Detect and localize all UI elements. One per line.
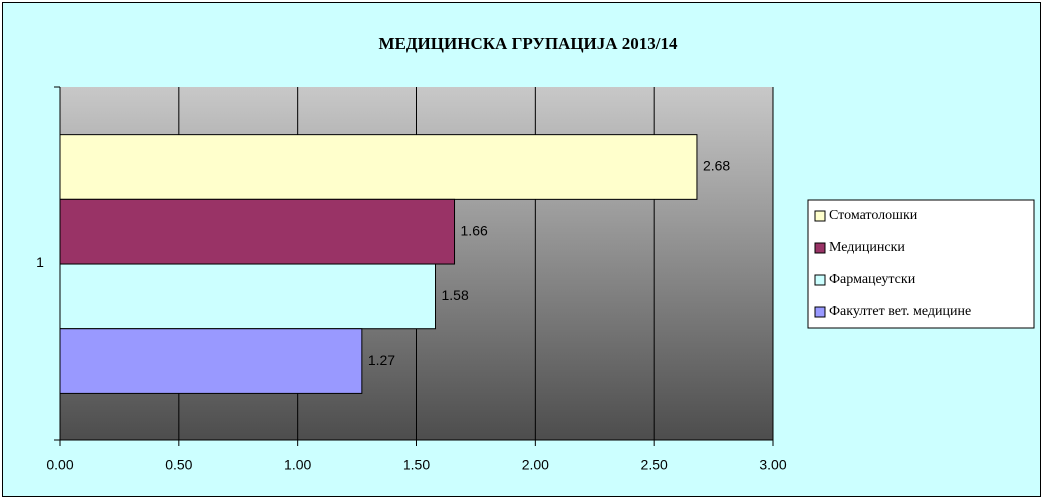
- data-label: 1.58: [442, 287, 469, 303]
- x-tick-label: 1.00: [284, 457, 311, 473]
- legend-swatch: [814, 210, 826, 222]
- data-label: 2.68: [703, 158, 730, 174]
- data-label: 1.27: [368, 352, 395, 368]
- y-tick-label: 1: [36, 254, 44, 270]
- legend-swatch: [814, 242, 826, 254]
- x-tick-label: 0.00: [46, 457, 73, 473]
- legend-swatch: [814, 306, 826, 318]
- x-tick-label: 2.00: [522, 457, 549, 473]
- legend-label: Медицински: [829, 240, 905, 255]
- x-tick-label: 1.50: [403, 457, 430, 473]
- data-label: 1.66: [461, 222, 488, 238]
- x-tick-label: 3.00: [759, 457, 786, 473]
- legend-label: Факултет вет. медицине: [829, 304, 971, 319]
- bar: [59, 134, 698, 200]
- x-tick-label: 0.50: [165, 457, 192, 473]
- bar: [59, 263, 437, 330]
- legend-swatch: [814, 274, 826, 286]
- bar: [59, 198, 456, 265]
- legend-label: Стоматолошки: [829, 208, 918, 223]
- chart-title: МЕДИЦИНСКА ГРУПАЦИЈА 2013/14: [378, 34, 678, 53]
- bar: [59, 328, 363, 394]
- legend-box: [807, 199, 1035, 329]
- legend-label: Фармацеутски: [829, 272, 916, 287]
- x-tick-label: 2.50: [641, 457, 668, 473]
